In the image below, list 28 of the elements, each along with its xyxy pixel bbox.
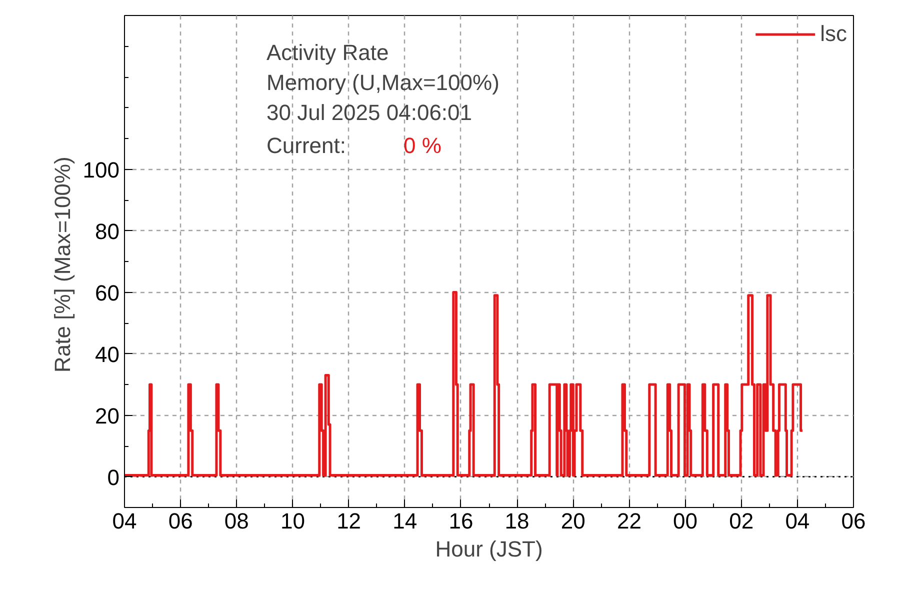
x-tick-label: 20 xyxy=(560,508,586,534)
annotation: 0 % xyxy=(404,133,442,158)
x-tick-label: 10 xyxy=(280,508,305,534)
annotation: Current: xyxy=(266,133,346,158)
x-tick-label: 06 xyxy=(841,508,866,534)
x-tick-label: 04 xyxy=(785,508,810,534)
x-tick-label: 22 xyxy=(616,508,642,534)
x-axis-title: Hour (JST) xyxy=(435,536,543,562)
x-tick-label: 08 xyxy=(224,508,249,534)
y-tick-label: 100 xyxy=(82,157,120,182)
y-tick-label: 20 xyxy=(95,403,120,428)
text: Memory (U,Max=100%) xyxy=(266,70,500,95)
x-tick-label: 16 xyxy=(448,508,474,534)
x-tick-label: 14 xyxy=(392,508,418,534)
x-tick-label: 00 xyxy=(673,508,698,534)
y-tick-label: 0 xyxy=(107,464,120,490)
x-tick-label: 02 xyxy=(729,508,754,534)
x-tick-label: 04 xyxy=(112,508,137,534)
y-tick-label: 80 xyxy=(95,218,120,244)
legend-label: lsc xyxy=(820,21,847,47)
text: Activity Rate xyxy=(266,40,389,65)
y-axis-title: Rate [%] (Max=100%) xyxy=(50,156,75,372)
y-tick-label: 40 xyxy=(95,342,120,367)
x-tick-label: 06 xyxy=(168,508,193,534)
annotation: 30 Jul 2025 04:06:01 xyxy=(266,100,472,125)
x-tick-label: 18 xyxy=(504,508,530,534)
x-tick-label: 12 xyxy=(336,508,362,534)
y-tick-label: 60 xyxy=(95,280,120,306)
